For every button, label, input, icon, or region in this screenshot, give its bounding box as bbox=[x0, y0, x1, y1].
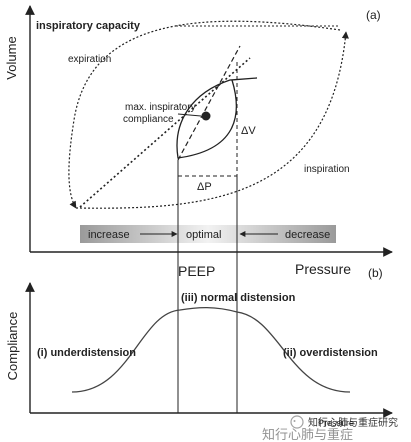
tangent-line bbox=[177, 45, 241, 161]
expiration-limb-curve bbox=[68, 20, 341, 209]
inspiration-limb-curve bbox=[75, 31, 349, 209]
panel-a-y-axis-label: Volume bbox=[4, 36, 19, 79]
watermark-line2: 知行心肺与重症 bbox=[262, 427, 353, 442]
band-increase-label: increase bbox=[88, 229, 130, 241]
normal-distension-label: (iii) normal distension bbox=[181, 292, 296, 304]
compliance-pointer bbox=[177, 113, 202, 117]
panel-b: (b) Compliance Pressure (iii) normal dis… bbox=[5, 266, 393, 428]
inner-loop-curve bbox=[176, 77, 258, 159]
underdistension-label: (i) underdistension bbox=[37, 347, 136, 359]
peep-band bbox=[80, 225, 336, 243]
panel-a-x-axis-label: Pressure bbox=[295, 261, 351, 277]
delta-p-label: ΔP bbox=[197, 181, 212, 193]
compliance-label-line1: max. inspiratory bbox=[125, 102, 196, 113]
overdistension-label: (ii) overdistension bbox=[283, 347, 378, 359]
wechat-logo-dot-icon bbox=[293, 420, 296, 422]
panel-a-label: (a) bbox=[366, 8, 381, 22]
max-compliance-point bbox=[201, 111, 211, 121]
watermark-line1: 知行心肺与重症研究 bbox=[308, 416, 398, 429]
panel-b-x-axis-label: Pressure bbox=[318, 418, 354, 428]
watermark: 知行心肺与重症研究 知行心肺与重症 bbox=[262, 415, 398, 442]
delta-v-label: ΔV bbox=[241, 125, 256, 137]
band-optimal-label: optimal bbox=[186, 229, 221, 241]
band-decrease-label: decrease bbox=[285, 229, 330, 241]
panel-a: (a) Volume Pressure inspiratory capacity… bbox=[4, 5, 393, 277]
wechat-logo-icon bbox=[290, 415, 304, 429]
compliance-curve bbox=[71, 306, 351, 393]
expiration-label: expiration bbox=[68, 54, 111, 65]
compliance-label-line2: compliance bbox=[123, 114, 174, 125]
panel-b-label: (b) bbox=[368, 266, 383, 280]
inspiration-label: inspiration bbox=[304, 164, 350, 175]
peep-label: PEEP bbox=[178, 263, 215, 279]
panel-b-y-axis-label: Compliance bbox=[5, 312, 20, 381]
inspiratory-capacity-label: inspiratory capacity bbox=[36, 20, 141, 32]
compliance-chord bbox=[79, 57, 251, 208]
